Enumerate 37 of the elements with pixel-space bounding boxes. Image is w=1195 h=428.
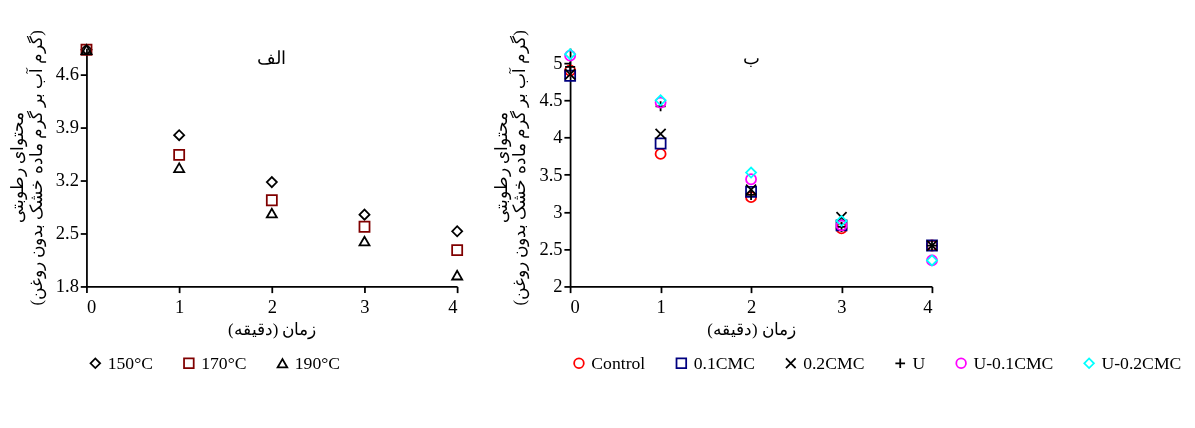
legend-label: 150°C [107,352,153,373]
y-tick-label: 2.5 [55,222,79,244]
y-tick-label: 4.5 [539,89,563,111]
x-axis-title: زمان (دقیقه) [707,320,796,341]
y-tick-label: 4.6 [55,63,79,85]
x-tick-label: 2 [746,296,757,318]
y-tick-label: 2 [553,275,563,297]
x-tick-label: 0 [86,296,97,318]
y-tick-label: 5 [553,51,563,73]
y-tick-label: 1.8 [55,275,79,297]
y-axis-title: محتوای رطوبتی (گرم آب بر گرم ماده خشک بدون روغن) [491,30,531,306]
chart-title: ب [742,48,760,69]
x-tick-label: 1 [656,296,666,318]
x-tick-label: 2 [267,296,277,318]
chart-title: الف [257,48,287,69]
legend-label: 190°C [294,352,341,373]
legend-label: U [912,352,926,373]
y-axis-title: محتوای رطوبتی (گرم آب بر گرم ماده خشک بدون روغن) [8,30,47,306]
x-tick-label: 1 [174,296,185,318]
x-tick-label: 3 [837,296,847,318]
x-tick-label: 3 [360,296,370,318]
x-axis-title: زمان (دقیقه) [228,320,317,341]
legend-label: 0.2CMC [803,352,865,373]
y-tick-label: 3.5 [539,163,563,185]
y-tick-label: 2.5 [539,238,563,259]
legend-label: Control [591,352,646,373]
legend-label: U-0.2CMC [1101,352,1182,373]
y-tick-label: 3 [553,200,563,222]
x-tick-label: 0 [570,296,580,318]
y-tick-label: 3.9 [55,116,79,138]
x-tick-label: 4 [448,296,458,318]
legend-label: 0.1CMC [693,352,755,373]
y-tick-label: 3.2 [55,169,79,191]
y-tick-label: 4 [553,126,563,148]
legend-label: U-0.1CMC [973,352,1054,373]
x-tick-label: 4 [923,296,933,318]
legend-label: 170°C [201,352,247,373]
